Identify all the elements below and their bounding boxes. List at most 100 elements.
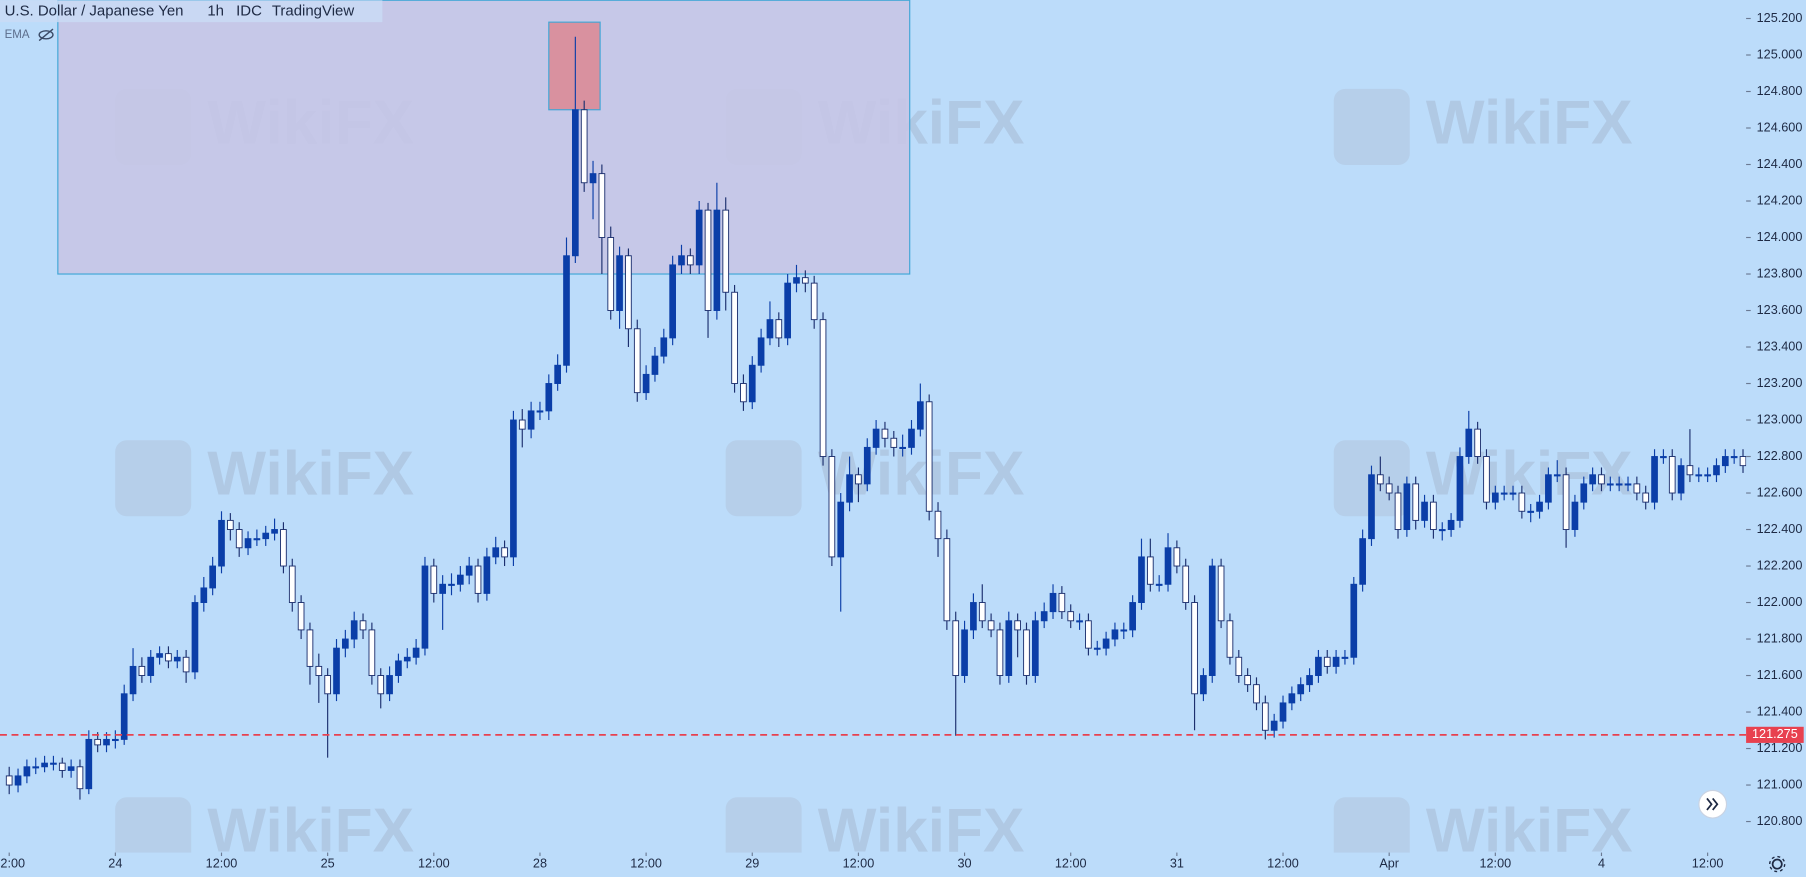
candle-body (333, 647, 340, 695)
candle-body (1430, 501, 1437, 530)
candle-body (1138, 556, 1145, 603)
candle-body (1120, 629, 1128, 632)
candle-body (607, 237, 615, 311)
candle-body (793, 277, 800, 284)
candle-body (227, 519, 234, 530)
candle-body (1704, 474, 1711, 477)
candle-body (1739, 456, 1747, 467)
candle-body (129, 665, 137, 695)
y-tick-label: 123.600 (1757, 303, 1803, 317)
candle-body (616, 255, 623, 311)
x-tick-label: 12:00 (843, 856, 875, 870)
x-tick-label: 29 (745, 856, 759, 870)
candle-body (1102, 638, 1110, 649)
candle-body (1111, 629, 1119, 640)
x-tick-label: 24 (108, 856, 122, 870)
candle-body (1261, 702, 1269, 731)
candle-body (235, 529, 243, 549)
candle-body (474, 565, 482, 594)
candle-body (651, 355, 659, 375)
candle-body (518, 419, 526, 430)
header-bg (0, 0, 383, 23)
candle-body (1571, 501, 1579, 530)
candle-body (1005, 620, 1013, 676)
candle-body (695, 209, 703, 266)
candle-body (377, 675, 385, 695)
candle-body (1721, 456, 1729, 467)
candle-body (1244, 675, 1251, 686)
candle-body (1058, 592, 1066, 613)
candle-body (978, 602, 986, 622)
candle-body (881, 428, 889, 439)
candle-body (1031, 620, 1039, 676)
y-tick-label: 122.400 (1757, 522, 1803, 536)
candle-body (262, 532, 270, 540)
y-tick-label: 125.200 (1757, 11, 1803, 25)
hide-icon[interactable] (38, 28, 54, 42)
candle-body (1518, 492, 1526, 512)
candle-body (775, 319, 783, 339)
candle-body (439, 583, 446, 594)
candle-body (996, 629, 1004, 676)
candle-body (713, 209, 721, 311)
candle-body (76, 766, 84, 790)
x-tick-label: 12:00 (0, 856, 25, 870)
price-tag (1746, 726, 1804, 743)
y-tick-label: 123.200 (1757, 376, 1803, 390)
candle-body (32, 766, 40, 769)
candle-body (271, 529, 278, 534)
candle-body (872, 428, 880, 448)
candle-body (1642, 492, 1650, 503)
candle-body (1067, 611, 1075, 622)
candle-body (1660, 456, 1667, 459)
candle-body (165, 653, 172, 662)
platform: TradingView (272, 3, 355, 20)
scroll-button[interactable] (1698, 789, 1728, 819)
candle-body (1695, 474, 1703, 477)
candle-body (1633, 483, 1641, 494)
candle-body (580, 109, 588, 184)
highlight-box (548, 21, 601, 111)
y-tick-label: 124.800 (1757, 84, 1803, 98)
x-tick-label: 12:00 (418, 856, 450, 870)
candle-body (810, 282, 818, 321)
candle-body (1589, 474, 1596, 485)
y-tick-label: 123.800 (1757, 266, 1803, 280)
candle-body (722, 209, 730, 293)
candle-body (112, 738, 119, 742)
candle-body (315, 665, 323, 676)
candle-body (970, 602, 977, 631)
candle-body (200, 587, 208, 603)
price-tag-label: 121.275 (1752, 727, 1798, 741)
candle-body (457, 574, 464, 585)
candle-body (1350, 583, 1358, 658)
candle-body (916, 401, 924, 430)
candle-body (412, 647, 420, 658)
candle-body (1332, 656, 1340, 667)
candle-body (5, 775, 13, 786)
watermark-logo (115, 440, 192, 517)
candle-body (1368, 474, 1375, 540)
x-tick-label: 12:00 (630, 856, 662, 870)
candle-body (1323, 656, 1331, 667)
candle-body (501, 547, 508, 558)
candle-body (50, 762, 57, 765)
indicator-label: EMA (5, 29, 30, 41)
y-tick-label: 121.200 (1757, 741, 1803, 755)
candle-body (1509, 492, 1517, 495)
candle-body (58, 762, 66, 771)
candle-body (1315, 656, 1322, 676)
candle-body (678, 255, 685, 266)
candle-body (740, 383, 747, 403)
candle-body (1235, 656, 1243, 676)
settings-icon[interactable] (1769, 855, 1786, 873)
candle-body (280, 529, 287, 567)
y-tick-label: 125.000 (1757, 47, 1803, 61)
x-tick-label: 12:00 (1267, 856, 1299, 870)
candle-body (1598, 474, 1605, 485)
candle-body (863, 446, 871, 485)
candle-body (386, 675, 393, 695)
x-tick-label: 28 (533, 856, 547, 870)
